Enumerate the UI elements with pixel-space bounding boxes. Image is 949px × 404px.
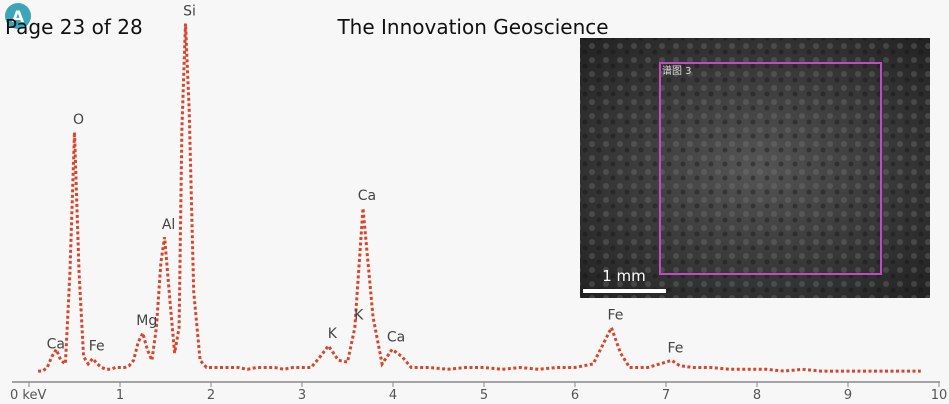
peak-label: Al bbox=[162, 217, 175, 233]
x-tick-label: 2 bbox=[207, 388, 215, 403]
x-tick-label: 7 bbox=[662, 388, 670, 403]
scale-bar bbox=[583, 289, 666, 293]
peak-label: Fe bbox=[668, 340, 684, 356]
peak-label: Mg bbox=[136, 313, 157, 329]
sem-texture bbox=[580, 38, 930, 298]
peak-label: Ca bbox=[47, 337, 65, 353]
spectrum-line bbox=[38, 23, 921, 373]
x-tick-label: 9 bbox=[844, 388, 852, 403]
peak-label: K bbox=[354, 308, 364, 324]
peak-label: Ca bbox=[358, 188, 376, 204]
scale-label: 1 mm bbox=[602, 267, 646, 285]
peak-label: Si bbox=[183, 4, 196, 20]
peak-label: O bbox=[73, 112, 84, 128]
peak-label: Ca bbox=[387, 329, 405, 345]
peak-label: Fe bbox=[607, 308, 623, 324]
panel-badge bbox=[5, 3, 31, 29]
page-number: Page 23 of 28 bbox=[5, 15, 143, 39]
region-label: 谱图 3 bbox=[662, 64, 692, 77]
region-box bbox=[659, 62, 882, 275]
x-tick-label: 3 bbox=[298, 388, 306, 403]
x-tick-label: 8 bbox=[753, 388, 761, 403]
x-tick-label: 6 bbox=[571, 388, 579, 403]
x-tick-label: 0 keV bbox=[10, 388, 46, 403]
peak-label: K bbox=[328, 326, 338, 342]
x-tick-label: 1 bbox=[116, 388, 124, 403]
panel-label: A bbox=[12, 7, 25, 26]
peak-label: Fe bbox=[89, 338, 105, 354]
x-tick-label: 10 bbox=[931, 388, 948, 403]
x-tick-label: 4 bbox=[389, 388, 397, 403]
journal-title: The Innovation Geoscience bbox=[336, 15, 608, 39]
x-tick-label: 5 bbox=[480, 388, 488, 403]
